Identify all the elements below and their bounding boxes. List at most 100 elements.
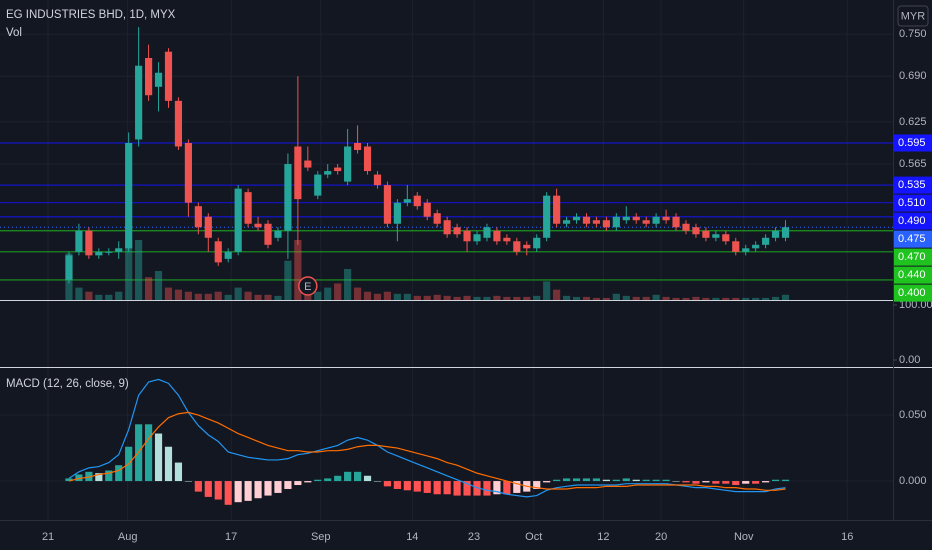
macd-histogram-bar [582, 478, 591, 482]
volume-bar [622, 295, 630, 300]
x-tick-label: 20 [655, 531, 667, 543]
candle-body [682, 223, 690, 231]
candle-body [722, 234, 730, 242]
macd-histogram-bar [294, 481, 302, 486]
candle-body [423, 202, 431, 217]
macd-histogram-bar [324, 478, 332, 482]
volume-bar [553, 289, 561, 300]
y-tick-label: 0.00 [899, 354, 920, 366]
x-tick-label: 14 [406, 531, 418, 543]
x-tick-label: Aug [118, 531, 138, 543]
candle-body [562, 220, 571, 224]
macd-histogram-bar [274, 481, 282, 493]
y-tick-label: 0.625 [899, 116, 927, 128]
candle-body [652, 216, 660, 224]
macd-histogram-bar [752, 481, 760, 484]
candle-body [363, 146, 372, 172]
volume-bar [85, 291, 93, 300]
volume-bar [314, 291, 322, 300]
candle-body [164, 51, 173, 101]
y-tick-label: 0.690 [899, 70, 927, 82]
volume-bar [403, 293, 411, 300]
candle-body [284, 164, 292, 231]
volume-bar [135, 240, 143, 300]
volume-bar [383, 291, 392, 300]
volume-bar [453, 296, 461, 300]
macd-histogram-bar [513, 481, 521, 493]
candle-body [194, 206, 202, 228]
macd-histogram-bar [164, 446, 173, 482]
macd-histogram-bar [393, 481, 401, 489]
volume-bar [194, 293, 202, 300]
currency: MYR [901, 10, 926, 22]
candle-body [115, 248, 123, 252]
macd-histogram-bar [692, 481, 700, 484]
volume-bar [493, 295, 501, 300]
volume-layer [65, 240, 790, 300]
macd-histogram-bar [732, 481, 740, 486]
volume-bar [254, 294, 262, 300]
volume-bar [204, 293, 212, 300]
volume-bar [662, 296, 670, 300]
macd-histogram-bar [533, 481, 541, 489]
candle-body [174, 100, 183, 147]
volume-bar [214, 291, 222, 300]
candle-body [752, 244, 760, 249]
macd-histogram-bar [702, 481, 710, 483]
volume-bar [294, 240, 302, 300]
candle-body [334, 167, 342, 172]
volume-bar [463, 295, 471, 300]
macd-histogram-bar [105, 470, 113, 482]
macd-histogram-bar [234, 481, 242, 503]
volume-bar [582, 296, 591, 300]
macd-histogram-bar [363, 475, 372, 482]
x-tick-label: Nov [734, 531, 754, 543]
macd-histogram-bar [373, 481, 382, 482]
macd-histogram-bar [712, 481, 720, 484]
volume-bar [672, 297, 680, 300]
currency-box[interactable] [897, 5, 929, 27]
macd-histogram-bar [493, 481, 501, 495]
candle-body [572, 216, 581, 221]
volume-bar [433, 294, 441, 300]
volume-bar [503, 296, 511, 300]
candle-body [344, 146, 352, 182]
macd-histogram-bar [473, 481, 481, 496]
macd-layer [65, 378, 790, 505]
macd-histogram-bar [642, 479, 650, 482]
price-level-tag [894, 194, 932, 212]
candles-layer: E [65, 27, 790, 296]
y-tick-label: 100.00 [899, 299, 932, 311]
macd-histogram-bar [85, 471, 93, 482]
candle-body [75, 230, 83, 252]
volume-bar [781, 294, 790, 300]
price-level-tag [894, 266, 932, 284]
volume-bar [543, 281, 551, 300]
volume-bar [75, 287, 83, 300]
volume-bar [533, 295, 541, 300]
candle-body [85, 230, 93, 256]
volume-bar [174, 289, 183, 300]
price-level-tag [894, 212, 932, 230]
macd-histogram-bar [742, 481, 750, 484]
volume-bar [443, 295, 451, 300]
macd-histogram-bar [413, 481, 421, 492]
candle-body [513, 241, 521, 252]
volume-bar [742, 297, 750, 300]
macd-histogram-bar [344, 471, 352, 482]
macd-histogram-bar [284, 481, 292, 489]
volume-label: Vol [6, 27, 22, 39]
volume-bar [244, 291, 252, 300]
macd-histogram-bar [771, 479, 780, 482]
chart-title: EG INDUSTRIES BHD, 1D, MYX [6, 9, 176, 21]
candle-body [712, 234, 720, 238]
macd-histogram-bar [612, 479, 620, 482]
price-level-label: 0.440 [898, 269, 926, 281]
candle-body [443, 220, 451, 235]
candle-body [582, 216, 591, 224]
volume-bar [125, 240, 133, 300]
macd-histogram-bar [204, 481, 212, 497]
price-level-tag [894, 230, 932, 248]
candle-body [702, 230, 710, 238]
volume-bar [105, 294, 113, 300]
